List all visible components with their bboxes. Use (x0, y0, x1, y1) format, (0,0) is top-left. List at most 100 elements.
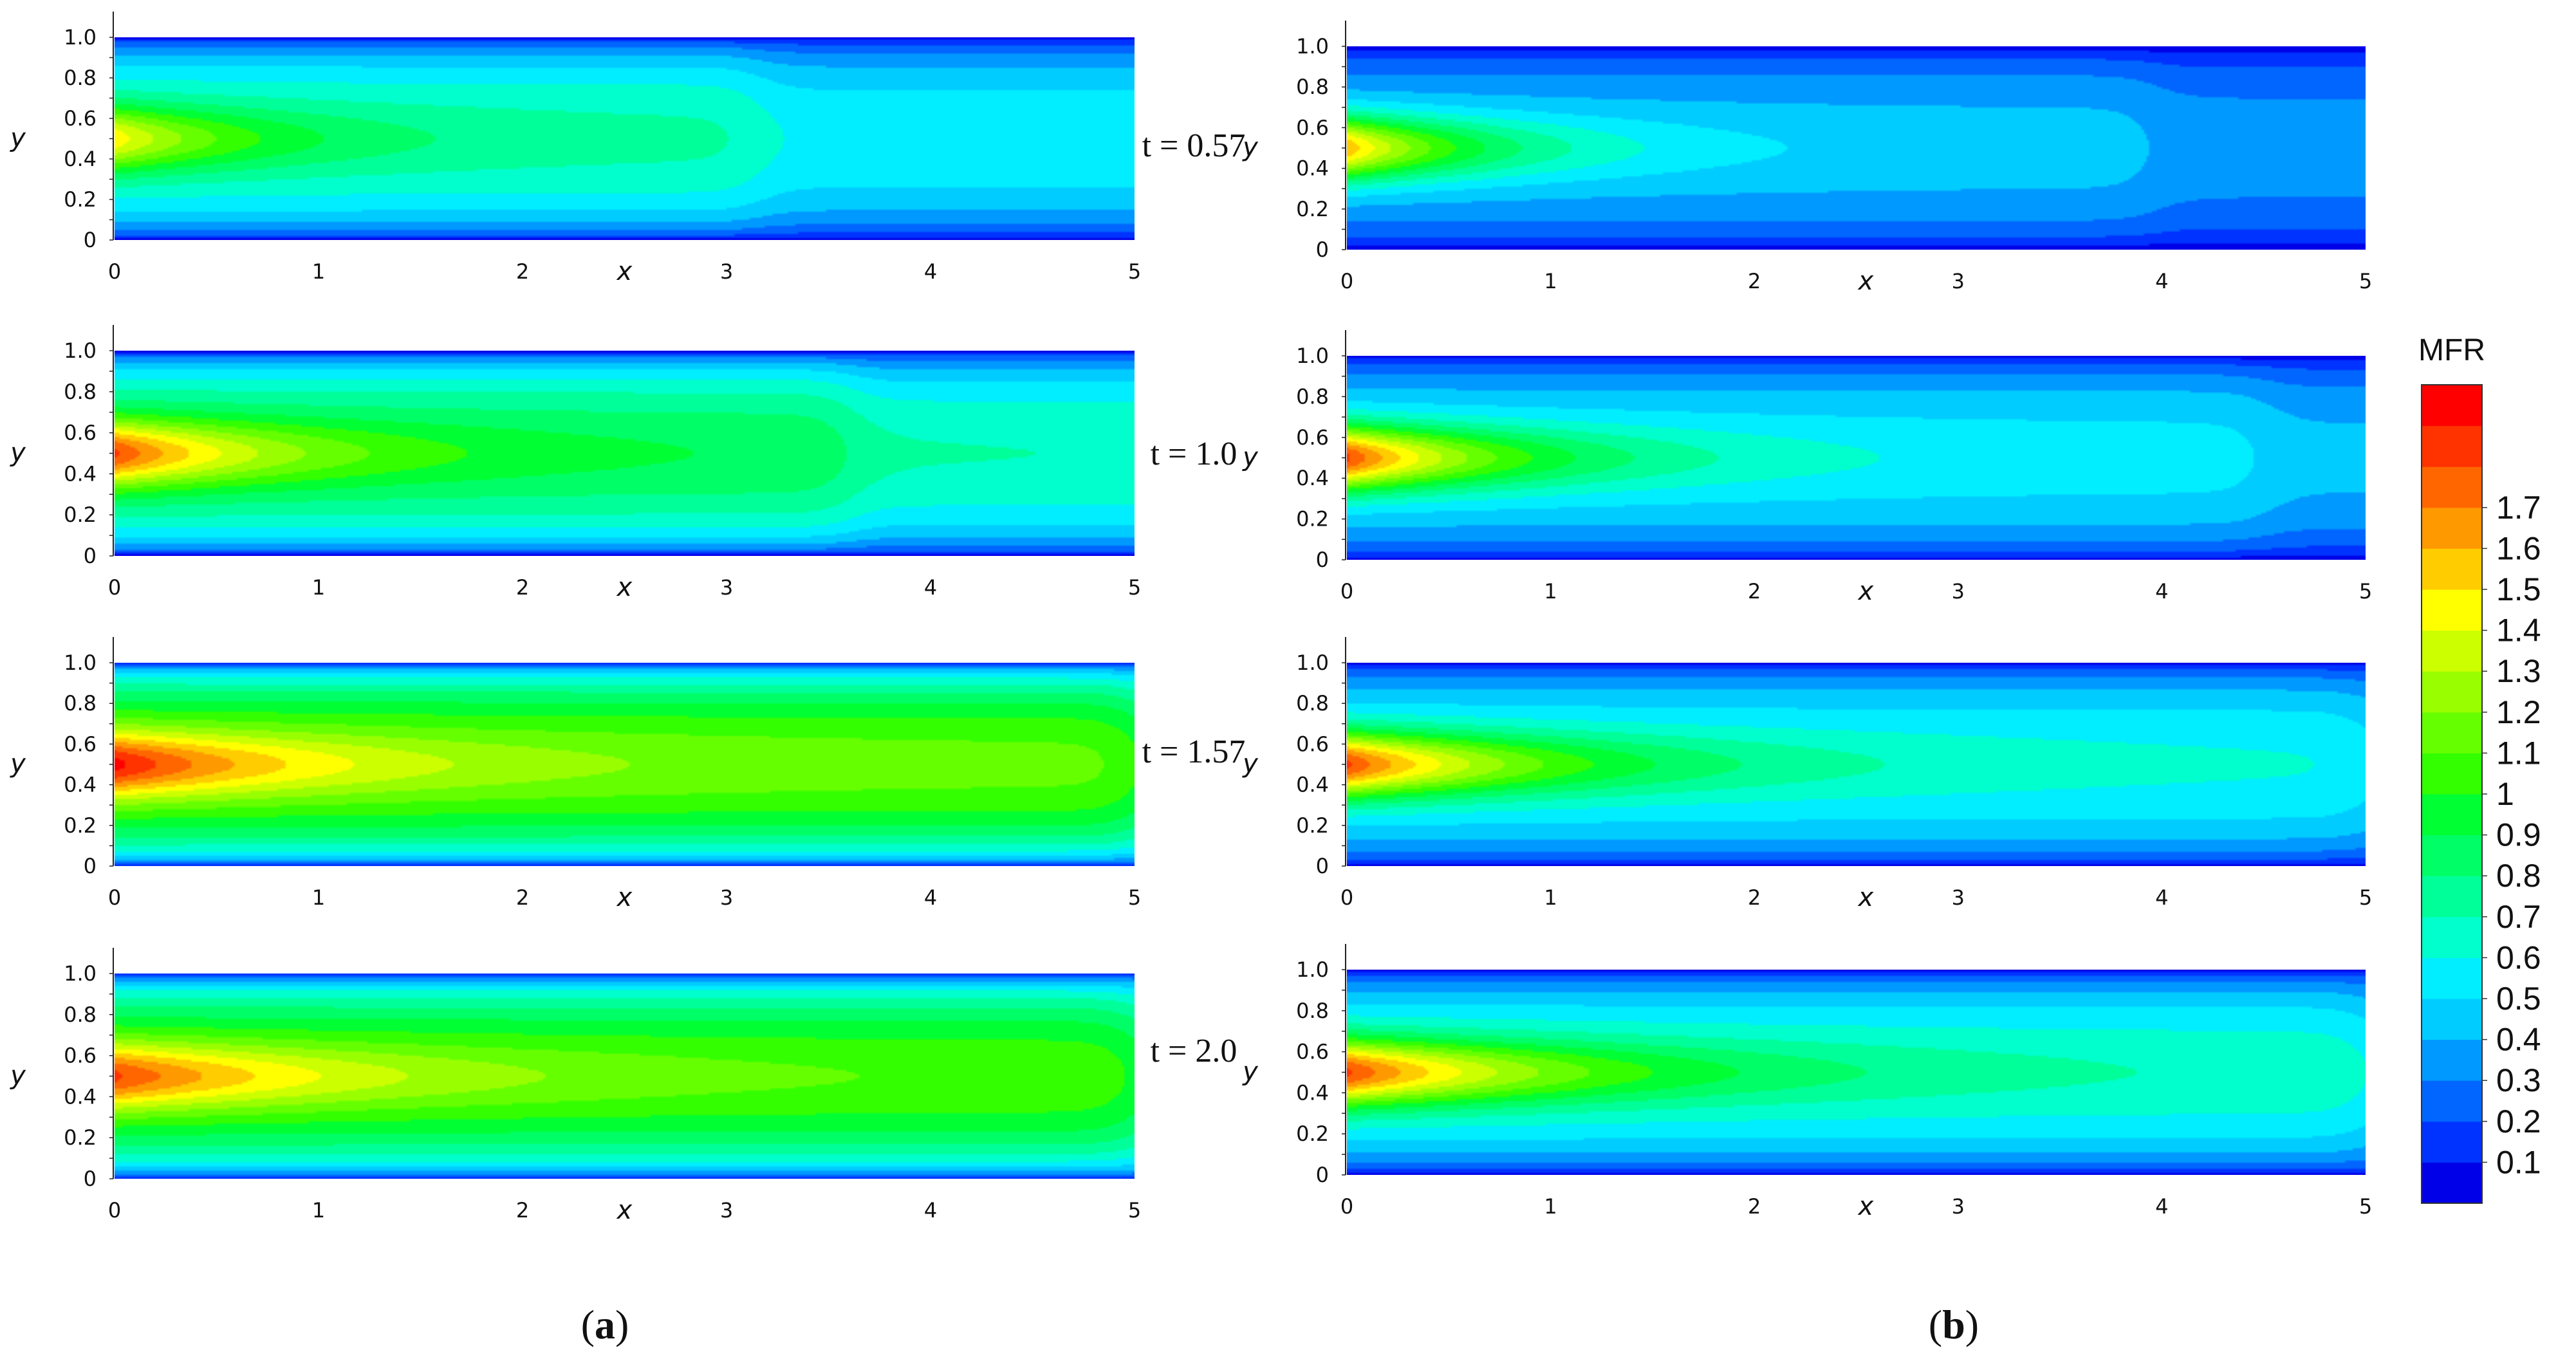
time-label: t = 1.0 (1151, 436, 1237, 472)
contour-plot: 0 0.2 0.4 0.6 0.8 1.0 0 1 2 3 4 5 x y (10, 325, 1141, 602)
x-tick-label: 0 (108, 259, 121, 284)
x-axis-label: x (1857, 883, 1874, 912)
contour-plot: 0 0.2 0.4 0.6 0.8 1.0 0 1 2 3 4 5 x y (1242, 21, 2372, 296)
x-tick-label: 3 (1952, 579, 1965, 604)
contour-plot: 0 0.2 0.4 0.6 0.8 1.0 0 1 2 3 4 5 x y (1242, 944, 2372, 1221)
x-tick-label: 1 (312, 1198, 325, 1223)
y-tick-label: 0.4 (1296, 466, 1329, 490)
colorbar-tick-label: 0.3 (2496, 1062, 2541, 1098)
y-tick-label: 0 (84, 544, 97, 568)
y-tick-label: 0.2 (1296, 1121, 1329, 1146)
colorbar-tick-label: 0.1 (2496, 1144, 2541, 1180)
x-tick-label: 3 (1952, 269, 1965, 293)
contour-plot: 0 0.2 0.4 0.6 0.8 1.0 0 1 2 3 4 5 x y (10, 637, 1141, 912)
y-tick-label: 0.6 (1296, 425, 1329, 450)
y-tick-label: 0.8 (1296, 691, 1329, 715)
x-tick-label: 4 (924, 885, 937, 910)
x-tick-label: 5 (1128, 575, 1141, 600)
y-tick-label: 1.0 (1296, 651, 1329, 675)
contour-field (115, 663, 1135, 866)
x-tick-label: 2 (1748, 885, 1761, 910)
x-tick-label: 4 (924, 575, 937, 600)
contour-field (1347, 663, 2366, 866)
colorbar-tick-label: 0.7 (2496, 899, 2541, 935)
x-axis-label: x (1857, 266, 1874, 296)
y-tick-label: 0.8 (1296, 999, 1329, 1023)
y-tick-label: 0.6 (64, 1044, 97, 1068)
x-tick-label: 4 (924, 1198, 937, 1223)
x-tick-label: 0 (1340, 269, 1353, 293)
colorbar-tick-label: 1.7 (2496, 490, 2541, 526)
x-tick-label: 2 (516, 1198, 529, 1223)
x-tick-label: 2 (516, 259, 529, 284)
x-axis-label: x (616, 883, 633, 912)
contour-field (115, 37, 1135, 240)
panel-label-a: (a) (581, 1302, 629, 1347)
colorbar-tick-label: 1.6 (2496, 530, 2541, 566)
colorbar-tick-label: 1.2 (2496, 694, 2541, 730)
y-tick-label: 0 (1316, 548, 1329, 572)
y-axis-label: y (10, 1061, 26, 1091)
y-axis-label: y (1242, 133, 1259, 162)
x-tick-label: 0 (1340, 885, 1353, 910)
y-tick-label: 1.0 (1296, 34, 1329, 59)
x-tick-label: 2 (1748, 1194, 1761, 1219)
colorbar-tick-label: 1.3 (2496, 653, 2541, 689)
colorbar-tick-label: 1.5 (2496, 571, 2541, 607)
y-tick-label: 0.4 (1296, 1080, 1329, 1105)
y-tick-label: 0.6 (64, 732, 97, 756)
colorbar-swatch (2422, 916, 2482, 958)
contour-plots: 0 0.2 0.4 0.6 0.8 1.0 0 1 2 3 4 5 x y 0 0.2 0.4 0.6 0.8 1.0… (10, 12, 2372, 1225)
y-tick-label: 0 (84, 228, 97, 252)
x-tick-label: 5 (1128, 259, 1141, 284)
x-axis-label: x (1857, 577, 1874, 606)
y-tick-label: 0 (84, 1167, 97, 1191)
y-tick-label: 0.6 (1296, 1040, 1329, 1064)
x-tick-label: 3 (1952, 1194, 1965, 1219)
x-axis-label: x (616, 257, 633, 286)
y-tick-label: 0.4 (64, 773, 97, 797)
colorbar-tick-label: 1 (2496, 776, 2514, 812)
y-tick-label: 0.6 (64, 421, 97, 445)
contour-field (115, 351, 1135, 556)
y-tick-label: 1.0 (64, 25, 97, 50)
colorbar-tick-label: 1.1 (2496, 735, 2541, 771)
colorbar-swatch (2422, 507, 2482, 549)
y-tick-label: 0.2 (64, 1125, 97, 1150)
colorbar-tick-label: 0.4 (2496, 1022, 2541, 1058)
contour-plot: 0 0.2 0.4 0.6 0.8 1.0 0 1 2 3 4 5 x y (1242, 330, 2372, 606)
colorbar-swatch (2422, 1121, 2482, 1163)
x-tick-label: 4 (2155, 1194, 2168, 1219)
y-tick-label: 1.0 (1296, 344, 1329, 368)
x-tick-label: 1 (1544, 579, 1557, 604)
y-tick-label: 0.2 (1296, 813, 1329, 838)
y-axis-label: y (1242, 1057, 1259, 1087)
panel-label-b: (b) (1929, 1302, 1979, 1347)
y-tick-label: 0 (1316, 1163, 1329, 1187)
y-tick-label: 0 (1316, 237, 1329, 262)
y-tick-label: 0.4 (1296, 156, 1329, 181)
contour-plot: 0 0.2 0.4 0.6 0.8 1.0 0 1 2 3 4 5 x y (1242, 637, 2372, 912)
colorbar-swatch (2422, 1039, 2482, 1081)
y-tick-label: 0.6 (1296, 115, 1329, 140)
x-tick-label: 0 (108, 885, 121, 910)
x-tick-label: 4 (2155, 269, 2168, 293)
colorbar-tick-label: 0.5 (2496, 981, 2541, 1017)
y-tick-label: 0.6 (64, 106, 97, 131)
y-tick-label: 0.8 (64, 380, 97, 404)
y-tick-label: 0.2 (64, 503, 97, 527)
x-tick-label: 1 (312, 259, 325, 284)
colorbar-swatch (2422, 835, 2482, 876)
y-tick-label: 0.2 (1296, 197, 1329, 221)
colorbar-swatch (2422, 999, 2482, 1040)
x-tick-label: 2 (1748, 579, 1761, 604)
colorbar-tick-label: 1.4 (2496, 613, 2541, 649)
x-tick-label: 3 (720, 1198, 733, 1223)
x-tick-label: 0 (108, 1198, 121, 1223)
colorbar-swatch (2422, 548, 2482, 590)
contour-field (1347, 46, 2366, 250)
x-tick-label: 5 (2359, 269, 2372, 293)
y-tick-label: 1.0 (64, 651, 97, 675)
x-tick-label: 2 (516, 885, 529, 910)
x-tick-label: 2 (516, 575, 529, 600)
